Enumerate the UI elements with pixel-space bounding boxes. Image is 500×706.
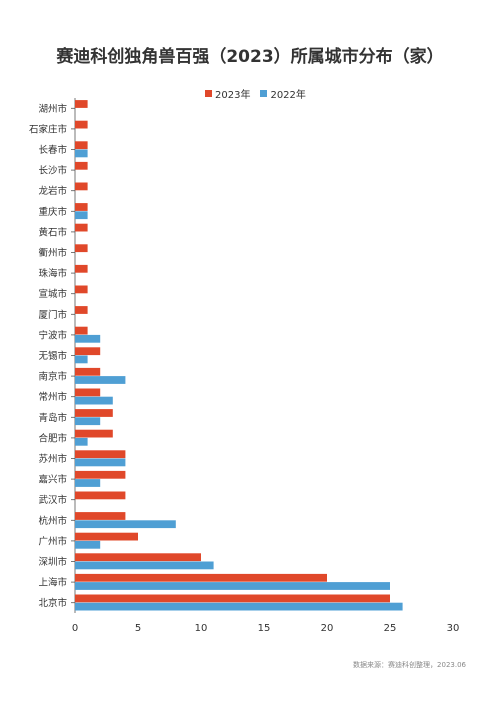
bar-2023-6 [75, 223, 88, 232]
x-tick-label: 30 [447, 623, 460, 634]
y-tick-label: 南京市 [38, 371, 67, 383]
bar-2023-4 [75, 182, 88, 191]
bar-2022-21 [75, 540, 101, 549]
bar-2023-14 [75, 388, 101, 397]
bar-2023-9 [75, 285, 88, 294]
y-tick-label: 黄石市 [38, 226, 67, 238]
y-tick-label: 上海市 [38, 577, 67, 589]
y-tick-label: 武汉市 [38, 494, 67, 506]
x-tick-label: 15 [258, 623, 271, 634]
y-tick-label: 宁波市 [38, 329, 67, 341]
x-tick-label: 0 [72, 623, 78, 634]
bar-2022-23 [75, 582, 390, 590]
x-tick-label: 10 [195, 623, 208, 634]
legend-item-2022: 2022年 [260, 86, 306, 101]
bar-2022-24 [75, 602, 403, 611]
bar-2023-1 [75, 120, 88, 129]
bar-2022-17 [75, 458, 126, 467]
bar-2023-13 [75, 367, 101, 376]
legend-swatch-2023 [205, 90, 212, 97]
y-tick-label: 宣城市 [38, 288, 67, 300]
y-tick-label: 龙岩市 [38, 185, 67, 197]
x-tick-label: 25 [384, 623, 397, 634]
bar-2023-21 [75, 532, 138, 541]
y-tick-label: 嘉兴市 [38, 474, 67, 486]
source-note: 数据来源：赛迪科创整理，2023.06 [353, 661, 466, 669]
bar-2023-3 [75, 161, 88, 170]
y-tick-label: 广州市 [38, 535, 67, 547]
bar-2023-11 [75, 326, 88, 335]
bar-2022-2 [75, 149, 88, 158]
bar-2022-14 [75, 396, 113, 405]
bar-2022-15 [75, 417, 101, 426]
bar-2023-22 [75, 553, 201, 562]
bar-2023-0 [75, 100, 88, 108]
y-tick-label: 北京市 [38, 597, 67, 609]
bar-2022-18 [75, 479, 101, 487]
legend-label-2022: 2022年 [270, 90, 306, 101]
y-tick-label: 长沙市 [38, 165, 67, 177]
y-tick-label: 深圳市 [38, 556, 67, 568]
bar-2023-5 [75, 203, 88, 211]
bar-2023-16 [75, 429, 113, 438]
bar-2023-12 [75, 347, 101, 356]
y-tick-label: 湖州市 [38, 103, 67, 115]
bar-2023-24 [75, 594, 390, 603]
chart-legend: 2023年 2022年 [205, 86, 306, 101]
y-tick-label: 常州市 [38, 391, 67, 403]
y-tick-label: 杭州市 [38, 515, 67, 527]
bar-2022-11 [75, 334, 101, 343]
bar-2022-12 [75, 355, 88, 364]
y-tick-label: 合肥市 [38, 432, 67, 444]
bar-2023-19 [75, 491, 126, 500]
y-tick-label: 衢州市 [38, 247, 67, 259]
chart-title: 赛迪科创独角兽百强（2023）所属城市分布（家） [56, 47, 444, 67]
bar-2023-10 [75, 306, 88, 314]
bar-2023-23 [75, 573, 327, 582]
y-tick-label: 石家庄市 [29, 123, 68, 135]
y-tick-label: 无锡市 [38, 350, 67, 362]
x-tick-label: 5 [135, 623, 141, 634]
bar-2023-8 [75, 264, 88, 273]
bar-2023-7 [75, 244, 88, 253]
bar-2023-15 [75, 409, 113, 417]
legend-swatch-2022 [260, 90, 268, 97]
x-tick-label: 20 [321, 623, 334, 634]
y-tick-label: 长春市 [38, 144, 67, 156]
y-tick-label: 重庆市 [38, 206, 67, 218]
bar-2023-17 [75, 450, 126, 459]
legend-item-2023: 2023年 [205, 86, 250, 101]
bar-2023-20 [75, 512, 126, 520]
y-tick-label: 青岛市 [38, 412, 67, 424]
bar-2022-13 [75, 376, 126, 384]
bar-2022-16 [75, 437, 88, 446]
y-tick-label: 珠海市 [38, 268, 67, 280]
y-tick-label: 厦门市 [38, 309, 67, 321]
y-tick-label: 苏州市 [38, 453, 67, 465]
bar-2022-5 [75, 211, 88, 220]
bar-2022-22 [75, 561, 214, 570]
legend-label-2023: 2023年 [215, 90, 251, 101]
bar-2022-20 [75, 520, 176, 529]
bar-2023-18 [75, 470, 126, 479]
bar-2023-2 [75, 141, 88, 150]
